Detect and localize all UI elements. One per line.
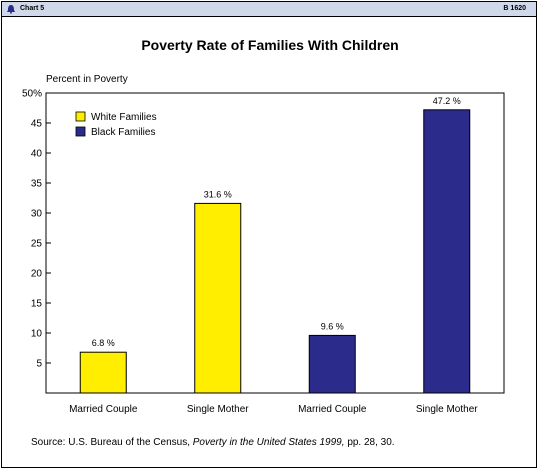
y-tick-label: 40 [31,149,43,160]
y-tick-label: 5 [36,359,42,370]
x-category-label: Single Mother [416,404,478,415]
y-axis-ticks: 5 10 15 20 25 30 35 40 45 50% [22,89,51,370]
y-tick-label: 10 [31,329,43,340]
legend-label-white-families: White Families [91,112,157,123]
bar-data-label: 31.6 % [204,189,232,199]
x-category-label: Single Mother [187,404,249,415]
x-category-label: Married Couple [69,404,138,415]
legend: White Families Black Families [75,111,157,138]
y-tick-label: 15 [31,299,43,310]
x-axis-labels: Married Couple Single Mother Married Coupl… [69,404,478,415]
source-prefix: Source: [31,437,66,448]
y-tick-label: 25 [31,239,43,250]
bell-logo-icon [7,5,15,14]
bar [308,334,356,394]
y-tick-label: 20 [31,269,43,280]
x-category-label: Married Couple [298,404,367,415]
bars: 6.8 % 31.6 % 9.6 % 47.2 % [79,96,471,394]
source-title: Poverty in the United States 1999, [192,437,345,448]
source-note: Source: U.S. Bureau of the Census, Pover… [31,437,395,448]
chart-number-label: Chart 5 [20,5,45,12]
y-tick-label: 30 [31,209,43,220]
bar-data-label: 9.6 % [321,321,344,331]
chart-id-label: B 1620 [503,5,526,12]
source-pages: pp. 28, 30. [347,437,395,448]
bar [194,202,242,394]
legend-label-black-families: Black Families [91,127,155,138]
y-tick-label: 45 [31,119,43,130]
source-publisher: U.S. Bureau of the Census, [68,437,190,448]
bar-data-label: 6.8 % [92,338,115,348]
y-axis-label: Percent in Poverty [46,74,128,85]
legend-swatch-black-families [75,126,86,137]
y-tick-label: 50% [22,89,42,100]
bar [423,109,471,394]
bar [79,351,127,394]
chart-header-bar: Chart 5 B 1620 [2,2,536,17]
bar-data-label: 47.2 % [433,96,461,106]
legend-swatch-white-families [75,111,86,122]
chart-title: Poverty Rate of Families With Children [141,37,398,53]
y-tick-label: 35 [31,179,43,190]
